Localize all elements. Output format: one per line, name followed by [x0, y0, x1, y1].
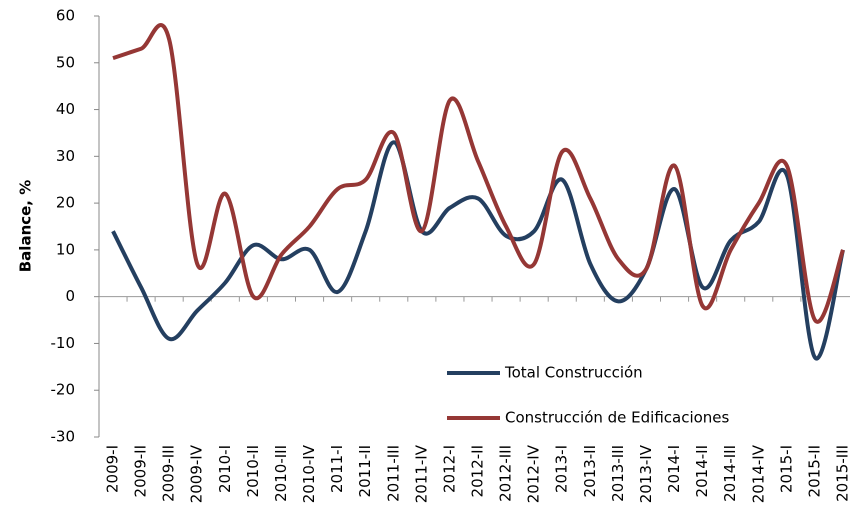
- x-tick-label: 2009-IV: [188, 444, 206, 503]
- x-tick-label: 2012-II: [469, 445, 487, 497]
- x-tick-label: 2014-II: [693, 445, 711, 497]
- y-tick-label: 10: [56, 240, 75, 258]
- x-tick-label: 2015-III: [834, 445, 850, 502]
- x-tick-label: 2013-II: [581, 445, 599, 497]
- y-tick-label: 60: [56, 7, 75, 25]
- y-tick-label: 30: [56, 147, 75, 165]
- x-tick-label: 2014-III: [721, 445, 739, 502]
- x-tick-label: 2009-I: [104, 445, 122, 493]
- x-tick-label: 2014-I: [665, 445, 683, 493]
- legend-label: Construcción de Edificaciones: [505, 409, 730, 427]
- x-tick-label: 2010-III: [272, 445, 290, 502]
- line-series: [111, 140, 845, 361]
- x-tick-label: 2009-II: [132, 445, 150, 497]
- x-tick-label: 2010-I: [216, 445, 234, 493]
- x-tick-label: 2015-II: [805, 445, 823, 497]
- x-tick-label: 2011-III: [384, 445, 402, 502]
- x-tick-label: 2010-IV: [300, 444, 318, 503]
- x-tick-label: 2013-IV: [637, 444, 655, 503]
- y-tick-label: 50: [56, 53, 75, 71]
- y-tick-label: -30: [51, 428, 76, 446]
- x-tick-label: 2013-III: [609, 445, 627, 502]
- legend-label: Total Construcción: [504, 364, 643, 382]
- x-tick-label: 2009-III: [160, 445, 178, 502]
- x-tick-label: 2011-II: [356, 445, 374, 497]
- x-tick-label: 2010-II: [244, 445, 262, 497]
- x-tick-label: 2013-I: [553, 445, 571, 493]
- y-tick-label: -10: [51, 334, 76, 352]
- y-tick-label: 20: [56, 194, 75, 212]
- line-series: [112, 23, 845, 324]
- x-tick-label: 2012-I: [440, 445, 458, 493]
- x-tick-label: 2011-I: [328, 445, 346, 493]
- x-tick-label: 2012-III: [497, 445, 515, 502]
- x-tick-label: 2011-IV: [412, 444, 430, 503]
- x-tick-label: 2015-I: [777, 445, 795, 493]
- y-tick-label: 0: [65, 287, 75, 305]
- y-tick-label: 40: [56, 100, 75, 118]
- x-tick-label: 2014-IV: [749, 444, 767, 503]
- y-tick-label: -20: [51, 381, 76, 399]
- x-tick-label: 2012-IV: [525, 444, 543, 503]
- y-axis-label: Balance, %: [17, 180, 35, 273]
